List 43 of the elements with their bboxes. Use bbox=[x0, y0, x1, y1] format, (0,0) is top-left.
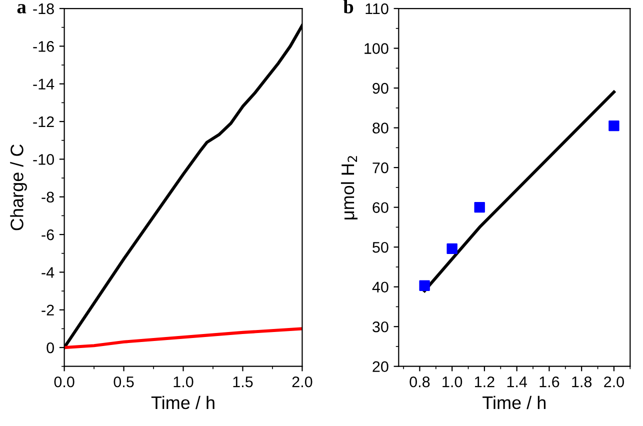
x-tick-label: 0.8 bbox=[410, 376, 430, 388]
y-tick-label: 40 bbox=[372, 282, 388, 293]
y-tick-label: -16 bbox=[33, 41, 54, 52]
y-tick-label: 80 bbox=[372, 122, 388, 134]
y-tick-label: -4 bbox=[42, 267, 54, 278]
point bbox=[419, 280, 430, 291]
point bbox=[474, 202, 485, 213]
y-tick-label: -18 bbox=[33, 3, 54, 14]
x-axis-title: Time / h bbox=[482, 396, 546, 410]
y-tick-label: -10 bbox=[33, 154, 54, 165]
line-series bbox=[64, 327, 302, 350]
x-tick-label: 0.0 bbox=[54, 376, 74, 388]
y-tick-label: 60 bbox=[372, 202, 388, 214]
y-tick-label: -14 bbox=[33, 78, 54, 90]
y-tick-label: 50 bbox=[372, 242, 388, 253]
y-tick-label: 20 bbox=[372, 361, 388, 372]
x-tick-label: 1.8 bbox=[572, 376, 592, 388]
x-tick-label: 1.5 bbox=[233, 376, 253, 388]
x-tick-label: 1.2 bbox=[475, 376, 494, 388]
y-tick-label: 100 bbox=[364, 43, 388, 54]
y-tick-label: 0 bbox=[46, 342, 54, 354]
x-tick-label: 1.0 bbox=[174, 376, 194, 388]
y-tick-label: -12 bbox=[33, 116, 54, 128]
x-tick-label: 2.0 bbox=[292, 376, 312, 388]
y-tick-label: -2 bbox=[42, 304, 54, 316]
x-axis-title: Time / h bbox=[151, 396, 214, 410]
y-tick-label: 30 bbox=[372, 321, 388, 332]
text: b bbox=[343, 0, 354, 14]
x-tick-label: 1.6 bbox=[540, 376, 560, 388]
y-tick-label: -6 bbox=[42, 229, 54, 240]
text: a bbox=[17, 4, 26, 14]
x-tick-label: 2.0 bbox=[604, 376, 624, 388]
y-tick-label: 70 bbox=[372, 162, 388, 174]
y-tick-label: -8 bbox=[42, 192, 54, 203]
x-tick-label: 1.0 bbox=[442, 376, 462, 388]
y-axis-title: μmol H$_{2}$ bbox=[340, 156, 358, 220]
y-tick-label: 110 bbox=[366, 3, 388, 14]
y-tick-label: 90 bbox=[372, 82, 388, 94]
y-axis-title: Charge / C bbox=[10, 144, 27, 230]
x-tick-label: 0.5 bbox=[114, 376, 134, 388]
x-tick-label: 1.4 bbox=[507, 376, 527, 388]
point bbox=[608, 120, 620, 132]
point bbox=[446, 243, 458, 254]
